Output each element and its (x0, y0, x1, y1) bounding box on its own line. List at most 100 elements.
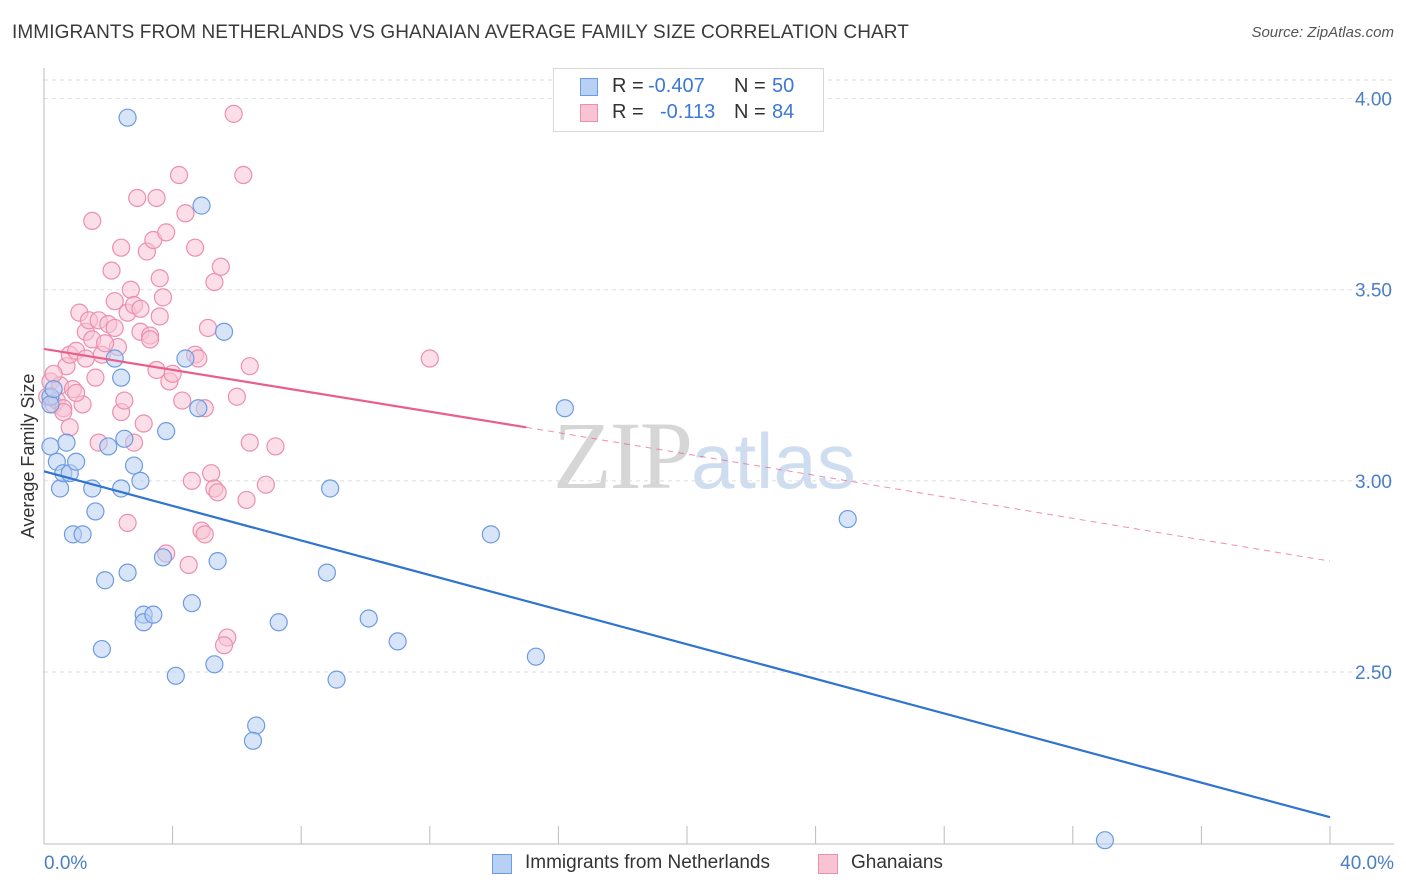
netherlands-point (124, 456, 144, 475)
ghanaians-point (95, 334, 115, 353)
source-credit: Source: ZipAtlas.com (1251, 24, 1394, 41)
watermark-zip: ZIP (553, 402, 693, 509)
y-axis-title: Average Family Size (18, 374, 38, 539)
netherlands-point (131, 471, 150, 490)
ghanaians-point (105, 292, 124, 311)
y-tick-label: 4.00 (1355, 90, 1392, 111)
ghanaians-point (256, 475, 275, 494)
netherlands-point (115, 429, 134, 448)
ghanaians-point (176, 204, 195, 223)
ghanaians-point (266, 437, 285, 456)
ghanaians-point (202, 464, 221, 483)
netherlands-point (67, 452, 86, 471)
y-tick-label: 3.50 (1355, 281, 1392, 302)
ghanaians-point (208, 483, 227, 502)
stats-legend: R = -0.407 N = 50 R = -0.113 N = 84 (553, 68, 824, 132)
legend-n-label: N = (734, 101, 766, 123)
y-tick-label: 2.50 (1355, 663, 1392, 684)
netherlands-point (555, 399, 574, 418)
netherlands-point (208, 552, 227, 571)
ghanaians-point (234, 165, 253, 185)
legend-r-label: R = (612, 75, 644, 97)
ghanaians-point (153, 288, 173, 307)
ghanaians-point (211, 257, 230, 276)
ghanaians-point (44, 364, 63, 383)
ghanaians-point (237, 490, 256, 510)
legend-swatch-pink (580, 104, 598, 122)
ghanaians-point (420, 349, 439, 368)
ghanaians-point (131, 299, 150, 318)
ghanaians-point (240, 357, 259, 376)
netherlands-point (327, 670, 346, 689)
bottom-legend-swatch-pink (818, 854, 838, 874)
netherlands-point (157, 422, 176, 441)
netherlands-point (86, 502, 105, 521)
x-ticks (43, 826, 1331, 844)
netherlands-point (73, 525, 92, 544)
legend-r-value: -0.407 (648, 75, 705, 97)
ghanaians-point (118, 513, 137, 532)
netherlands-point (41, 395, 60, 414)
ghanaians-point (134, 414, 153, 433)
netherlands-point (118, 108, 137, 127)
ghanaians-point (205, 272, 224, 292)
netherlands-point (838, 509, 857, 529)
bottom-legend-swatch-blue (492, 854, 512, 874)
netherlands-point (57, 433, 76, 452)
netherlands-point (153, 548, 173, 567)
netherlands-point (526, 647, 545, 666)
ghanaians-point (169, 165, 189, 185)
ghanaians-point (173, 391, 192, 410)
netherlands-point (112, 368, 131, 387)
ghanaians-point (150, 307, 169, 326)
ghanaians-point (115, 391, 134, 410)
axes (43, 68, 1394, 845)
x-tick-labels: 0.0% 40.0% (44, 853, 1394, 874)
netherlands-point (182, 594, 201, 613)
series-netherlands-points (41, 108, 1115, 850)
netherlands-point (176, 349, 195, 368)
x-tick-label: 40.0% (1340, 853, 1394, 874)
netherlands-point (243, 731, 263, 750)
ghanaians-trend-line (43, 347, 527, 429)
netherlands-point (388, 632, 407, 651)
bottom-legend-label: Ghanaians (851, 852, 943, 873)
ghanaians-point (198, 318, 218, 338)
chart-title: IMMIGRANTS FROM NETHERLANDS VS GHANAIAN … (12, 22, 909, 43)
y-tick-labels: 2.50 3.00 3.50 4.00 (1355, 90, 1392, 684)
netherlands-point (118, 563, 137, 582)
legend-r-label: R = (612, 101, 644, 123)
ghanaians-point (214, 636, 234, 655)
netherlands-point (269, 613, 288, 632)
ghanaians-point (240, 433, 259, 452)
netherlands-point (99, 437, 118, 456)
legend-r-value: -0.113 (660, 101, 716, 123)
netherlands-point (214, 322, 234, 341)
ghanaians-point (102, 261, 121, 280)
watermark-atlas: atlas (691, 417, 856, 505)
ghanaians-point (86, 368, 105, 387)
netherlands-point (247, 716, 266, 735)
ghanaians-point (60, 418, 79, 437)
netherlands-point (1095, 831, 1115, 850)
ghanaians-point (186, 238, 205, 257)
ghanaians-point (76, 349, 95, 368)
netherlands-point (205, 655, 224, 674)
netherlands-point (166, 666, 185, 685)
ghanaians-point (227, 387, 246, 406)
ghanaians-point (67, 383, 86, 403)
ghanaians-point (121, 280, 140, 299)
netherlands-point (321, 479, 340, 498)
watermark: ZIPatlas (553, 400, 856, 511)
ghanaians-point (128, 188, 147, 208)
ghanaians-point (83, 211, 102, 231)
ghanaians-point (147, 188, 166, 208)
ghanaians-point (105, 318, 124, 338)
legend-n-value: 50 (772, 75, 795, 97)
ghanaians-point (182, 471, 201, 490)
legend-n-label: N = (734, 75, 766, 97)
legend-swatch-blue (580, 78, 598, 96)
ghanaians-point (195, 525, 214, 544)
ghanaians-point (112, 238, 131, 257)
